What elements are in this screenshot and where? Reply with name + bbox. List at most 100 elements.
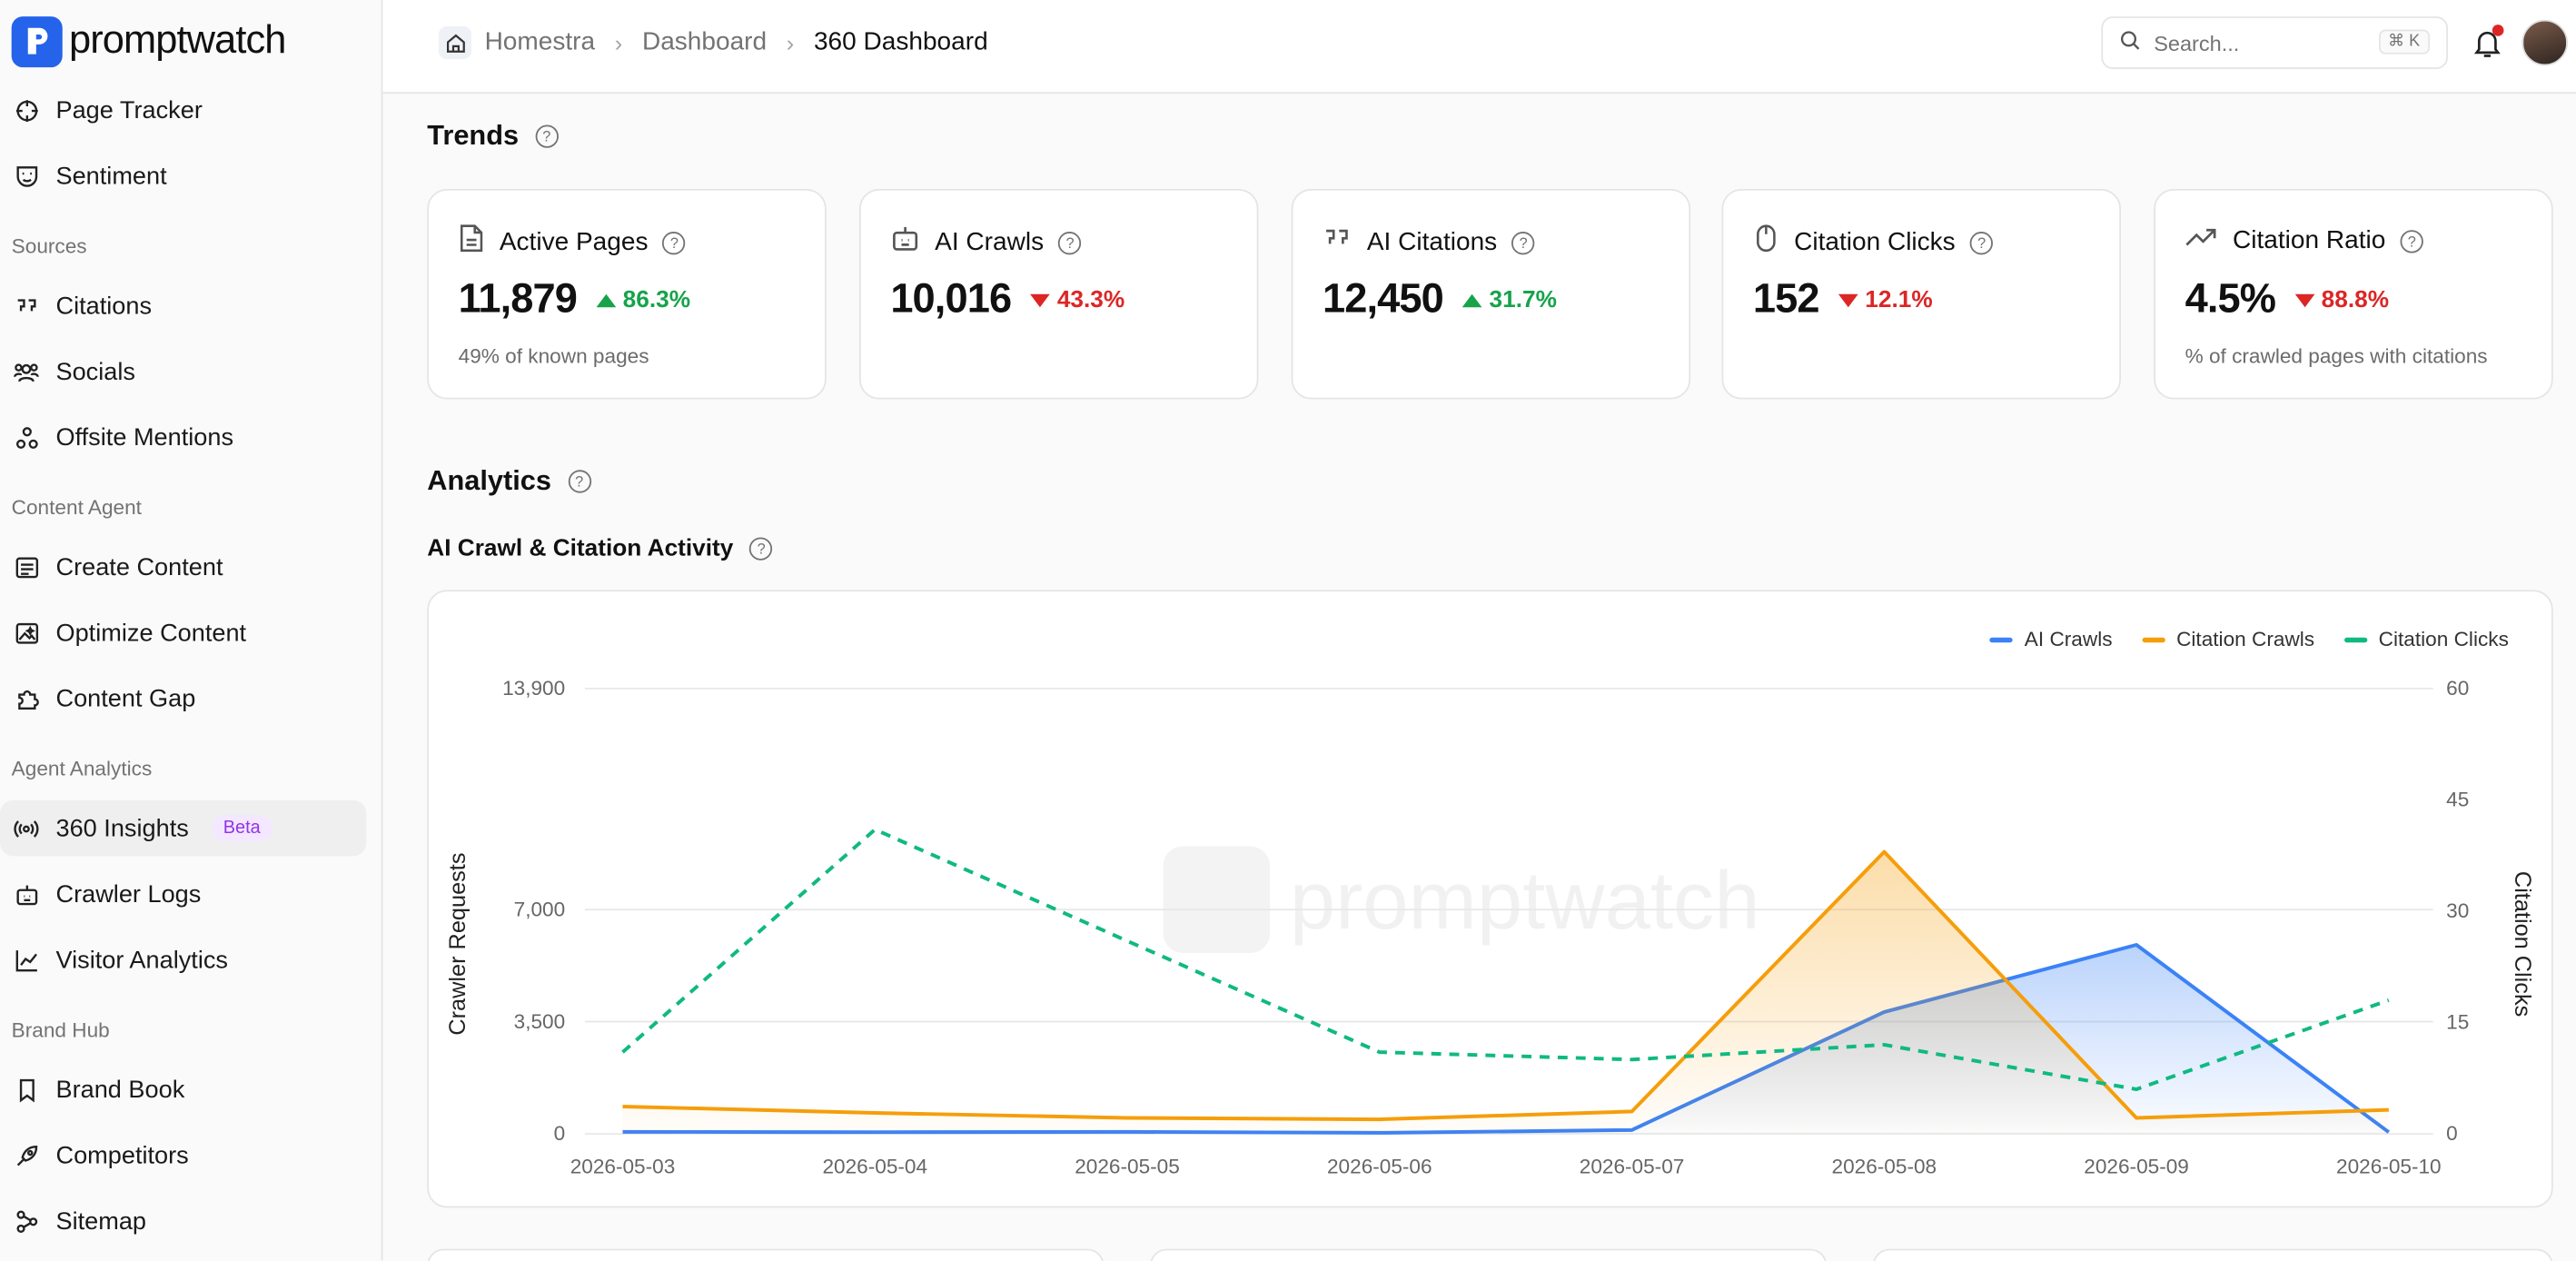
sidebar-item-label: Optimize Content xyxy=(55,618,247,647)
kpi-card-ai-citations: AI Citations ? 12,450 31.7% xyxy=(1291,189,1691,400)
sidebar-item-content-gap[interactable]: Content Gap xyxy=(0,670,366,726)
puzzle-icon xyxy=(13,685,39,711)
sidebar-item-visitor-analytics[interactable]: Visitor Analytics xyxy=(0,932,366,988)
bottom-card xyxy=(1872,1248,2553,1261)
y-axis-label: Crawler Requests xyxy=(445,853,471,1036)
rocket-icon xyxy=(13,1142,39,1168)
line-citation-crawls xyxy=(622,849,2389,1122)
kpi-title: Citation Ratio xyxy=(2233,225,2386,254)
crosshair-icon xyxy=(13,97,39,124)
help-icon[interactable]: ? xyxy=(749,537,773,561)
breadcrumb-dashboard[interactable]: Dashboard xyxy=(641,27,768,56)
notifications-button[interactable] xyxy=(2472,25,2504,59)
area-citation-crawls xyxy=(622,851,2389,1135)
kpi-delta-value: 31.7% xyxy=(1489,286,1557,313)
kpi-title: Citation Clicks xyxy=(1794,227,1956,256)
arrow-down-icon xyxy=(2294,293,2315,307)
kpi-value: 10,016 xyxy=(890,275,1012,323)
chevron-right-icon: › xyxy=(786,29,795,56)
help-icon[interactable]: ? xyxy=(1058,231,1082,254)
y2-tick-label: 30 xyxy=(2446,899,2469,922)
help-icon[interactable]: ? xyxy=(535,124,559,148)
help-icon[interactable]: ? xyxy=(1969,231,1994,254)
legend-item-ai-crawls[interactable]: AI Crawls xyxy=(1989,627,2113,651)
kpi-title: AI Citations xyxy=(1366,227,1498,256)
search-placeholder: Search... xyxy=(2154,30,2240,55)
robot-icon xyxy=(13,880,39,907)
kpi-value: 12,450 xyxy=(1323,275,1444,323)
kpi-delta-value: 86.3% xyxy=(622,286,691,313)
legend-item-citation-clicks[interactable]: Citation Clicks xyxy=(2343,628,2509,650)
sidebar-section-title: Brand Hub xyxy=(11,1018,110,1042)
sidebar-item-crawler-logs[interactable]: Crawler Logs xyxy=(0,866,366,921)
breadcrumb-workspace[interactable]: Homestra xyxy=(484,27,596,56)
quote-icon xyxy=(1323,223,1352,262)
kpi-card-ai-crawls: AI Crawls ? 10,016 43.3% xyxy=(858,189,1259,400)
help-icon[interactable]: ? xyxy=(2400,229,2423,253)
sidebar-item-label: 360 Insights xyxy=(55,814,189,842)
sidebar-item-label: Create Content xyxy=(55,552,223,581)
mouse-icon xyxy=(1753,223,1779,262)
user-avatar[interactable] xyxy=(2522,19,2568,66)
promptwatch-logo-icon xyxy=(11,15,63,67)
trends-title: Trends ? xyxy=(427,120,559,153)
kpi-delta: 43.3% xyxy=(1030,286,1125,313)
legend-item-citation-crawls[interactable]: Citation Crawls xyxy=(2142,628,2314,650)
y2-tick-label: 0 xyxy=(2446,1122,2458,1145)
sidebar-item-label: Sitemap xyxy=(55,1206,147,1236)
sidebar-item-brand-book[interactable]: Brand Book xyxy=(0,1061,366,1117)
brand-logo[interactable]: promptwatch xyxy=(11,13,286,68)
search-shortcut: ⌘ K xyxy=(2378,29,2431,55)
kpi-delta: 31.7% xyxy=(1462,286,1557,313)
breadcrumb-current: 360 Dashboard xyxy=(813,27,988,56)
bookmark-icon xyxy=(13,1077,39,1103)
chart-legend: AI Crawls Citation Crawls Citation Click… xyxy=(1989,627,2509,651)
y-tick-label: 13,900 xyxy=(502,677,565,700)
help-icon[interactable]: ? xyxy=(662,231,687,254)
chart-title: AI Crawl & Citation Activity ? xyxy=(427,536,773,562)
chevron-right-icon: › xyxy=(614,29,623,56)
kpi-delta-value: 43.3% xyxy=(1056,286,1125,313)
bottom-card xyxy=(427,1248,1105,1261)
x-tick-label: 2026-05-03 xyxy=(570,1155,676,1177)
sidebar-item-label: Offsite Mentions xyxy=(55,422,234,452)
sidebar-item-sitemap[interactable]: Sitemap xyxy=(0,1193,366,1248)
sidebar-item-offsite-mentions[interactable]: Offsite Mentions xyxy=(0,409,366,464)
sidebar-item-label: Sentiment xyxy=(55,162,167,190)
arrow-up-icon xyxy=(596,293,617,307)
sidebar-item-sentiment[interactable]: Sentiment xyxy=(0,148,366,204)
legend-label: AI Crawls xyxy=(2024,627,2113,651)
help-icon[interactable]: ? xyxy=(1511,231,1535,254)
line-citation-clicks xyxy=(621,828,2390,1091)
x-tick-label: 2026-05-09 xyxy=(2084,1155,2189,1177)
arrow-up-icon xyxy=(1462,293,1483,307)
bell-icon xyxy=(2472,31,2502,66)
analytics-heading: Analytics xyxy=(427,464,551,497)
sidebar-section-title: Content Agent xyxy=(11,496,142,520)
sidebar-item-create-content[interactable]: Create Content xyxy=(0,539,366,594)
chart-heading: AI Crawl & Citation Activity xyxy=(427,535,734,562)
kpi-value: 11,879 xyxy=(458,275,578,323)
bottom-card xyxy=(1150,1248,1828,1261)
sidebar-item-label: Competitors xyxy=(55,1141,189,1169)
kpi-subtitle: 49% of known pages xyxy=(458,344,649,369)
search-icon xyxy=(2119,30,2141,56)
help-icon[interactable]: ? xyxy=(568,470,591,493)
y2-tick-label: 45 xyxy=(2446,789,2469,811)
sidebar-item-socials[interactable]: Socials xyxy=(0,343,366,399)
search-input[interactable]: Search... ⌘ K xyxy=(2101,16,2448,69)
kpi-card-active-pages: Active Pages ? 11,879 86.3% 49% of known… xyxy=(427,189,827,400)
sidebar-item-competitors[interactable]: Competitors xyxy=(0,1127,366,1183)
top-header: Homestra › Dashboard › 360 Dashboard Sea… xyxy=(382,0,2576,94)
image-sparkle-icon xyxy=(13,620,39,646)
sidebar-item-label: Content Gap xyxy=(55,684,196,713)
sidebar-item-citations[interactable]: Citations xyxy=(0,278,366,333)
file-icon xyxy=(459,223,485,262)
kpi-title: Active Pages xyxy=(499,227,649,256)
arrow-down-icon xyxy=(1838,293,1859,307)
sidebar-item-360-insights[interactable]: 360 Insights Beta xyxy=(0,799,367,857)
watermark-logo: promptwatch xyxy=(1163,846,1760,954)
sidebar-item-page-tracker[interactable]: Page Tracker xyxy=(0,82,366,137)
sidebar-item-optimize-content[interactable]: Optimize Content xyxy=(0,605,366,660)
y-tick-label: 7,000 xyxy=(514,898,566,920)
